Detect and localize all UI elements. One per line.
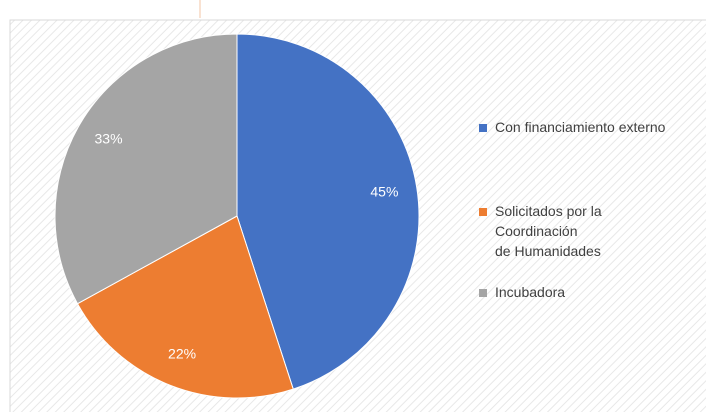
pie-slice [76, 215, 294, 399]
legend-line: Coordinación [495, 223, 578, 239]
data-label: 33% [95, 131, 123, 147]
legend-marker [479, 208, 487, 216]
pie-slice [236, 33, 420, 390]
legend-line: Con financiamiento externo [495, 119, 666, 135]
pie-slice [54, 33, 238, 305]
legend-line: Solicitados por la [495, 203, 602, 219]
legend-line: de Humanidades [495, 243, 601, 259]
legend-line: Incubadora [495, 284, 565, 300]
legend-marker [479, 124, 487, 132]
legend-label: Incubadora [495, 284, 565, 300]
legend-label: Con financiamiento externo [495, 119, 666, 135]
data-label: 22% [168, 345, 196, 361]
legend-marker [479, 289, 487, 297]
data-label: 45% [370, 183, 398, 199]
legend-label: Solicitados por la Coordinación de Humanid… [495, 203, 602, 259]
